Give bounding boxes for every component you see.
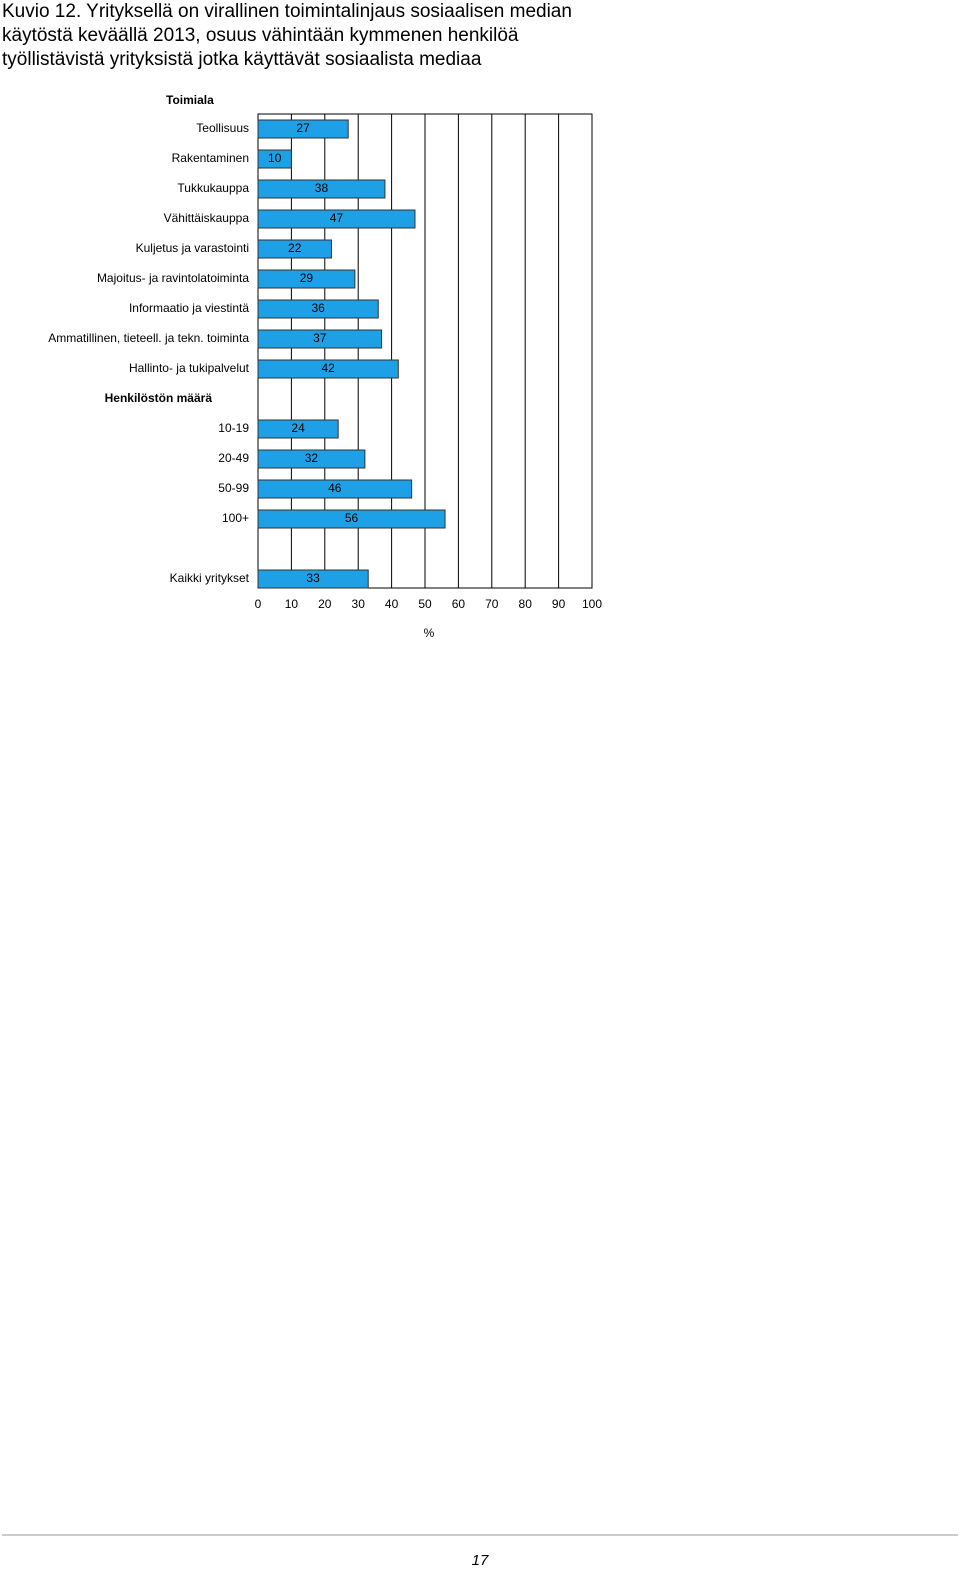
title-line: Kuvio 12. Yrityksellä on virallinen toim…: [2, 1, 572, 22]
bar: [257, 209, 416, 229]
x-tick-label: 30: [352, 597, 366, 611]
bar: [257, 419, 339, 439]
bar: [257, 359, 399, 379]
value-label: 22: [288, 241, 302, 255]
x-tick-label: 50: [418, 597, 432, 611]
value-label: 24: [291, 421, 305, 435]
x-tick-label: 20: [318, 597, 332, 611]
group-title: Toimiala: [166, 93, 214, 107]
x-tick-label: 60: [452, 597, 466, 611]
bar: [257, 299, 379, 319]
y-tick-label: Hallinto- ja tukipalvelut: [129, 361, 250, 375]
y-tick-label: Majoitus- ja ravintolatoiminta: [97, 271, 249, 285]
value-label: 42: [321, 361, 335, 375]
value-label: 32: [305, 451, 319, 465]
value-label: 27: [296, 121, 310, 135]
value-label: 56: [345, 511, 359, 525]
bar: [257, 509, 446, 529]
group-title: Henkilöstön määrä: [105, 391, 213, 405]
x-tick-label: 40: [385, 597, 399, 611]
value-label: 47: [330, 211, 344, 225]
bar: [257, 479, 413, 499]
value-label: 29: [300, 271, 314, 285]
x-tick-label: 70: [485, 597, 499, 611]
y-tick-label: Tukkukauppa: [177, 181, 249, 195]
x-tick-label: 80: [519, 597, 533, 611]
value-label: 38: [315, 181, 329, 195]
y-tick-label: Teollisuus: [196, 121, 249, 135]
value-label: 46: [328, 481, 342, 495]
y-tick-label: Kaikki yritykset: [170, 571, 250, 585]
title-line: käytöstä keväällä 2013, osuus vähintään …: [2, 25, 519, 46]
y-tick-label: Vähittäiskauppa: [164, 211, 250, 225]
bar: [257, 239, 332, 259]
value-label: 36: [311, 301, 325, 315]
y-tick-label: Ammatillinen, tieteell. ja tekn. toimint…: [48, 331, 249, 345]
bar: [257, 449, 366, 469]
y-tick-label: Kuljetus ja varastointi: [136, 241, 249, 255]
title-line: työllistävistä yrityksistä jotka käyttäv…: [2, 49, 482, 70]
value-label: 33: [306, 571, 320, 585]
bar: [257, 149, 292, 169]
y-tick-label: 100+: [222, 511, 249, 525]
x-tick-label: 90: [552, 597, 566, 611]
value-label: 37: [313, 331, 327, 345]
value-label: 10: [268, 151, 282, 165]
y-tick-label: Rakentaminen: [172, 151, 249, 165]
bar: [257, 179, 386, 199]
bar: [257, 569, 369, 589]
y-tick-label: 20-49: [218, 451, 249, 465]
bar: [257, 119, 349, 139]
y-tick-label: 10-19: [218, 421, 249, 435]
page-number: 17: [472, 1552, 489, 1569]
bar: [257, 329, 383, 349]
y-tick-label: Informaatio ja viestintä: [129, 301, 249, 315]
bar: [257, 269, 356, 289]
y-tick-label: 50-99: [218, 481, 249, 495]
x-axis-label: %: [424, 626, 435, 640]
x-tick-label: 100: [582, 597, 602, 611]
x-tick-label: 10: [285, 597, 299, 611]
x-tick-label: 0: [255, 597, 262, 611]
